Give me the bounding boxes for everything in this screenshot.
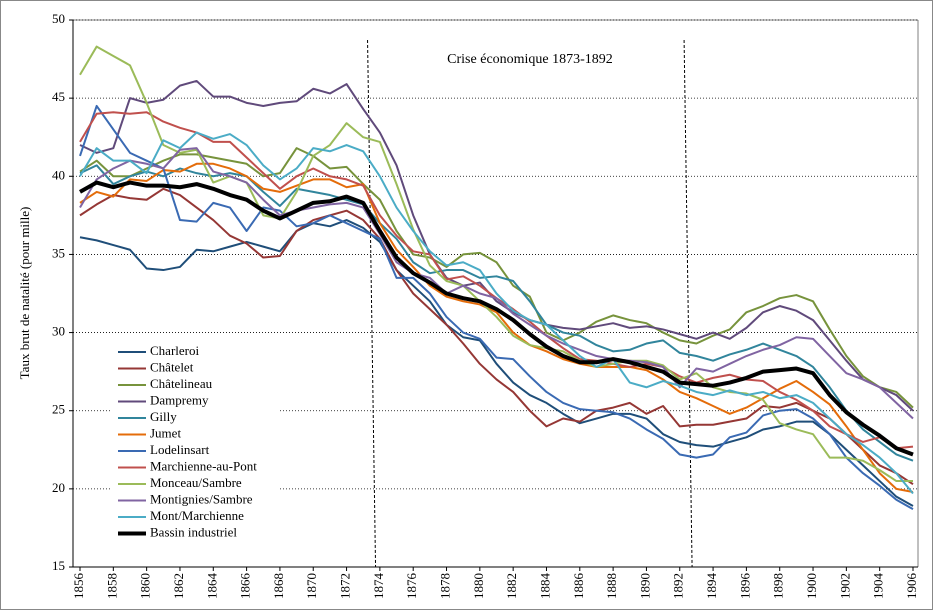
y-tick-label: 45 [52, 89, 65, 104]
x-tick-label: 1894 [704, 573, 719, 600]
series-line [79, 187, 914, 486]
series-line [79, 104, 914, 511]
series-line [79, 162, 914, 493]
x-tick-label: 1862 [171, 573, 186, 599]
x-tick-label: 1902 [837, 573, 852, 599]
legend-label: Dampremy [150, 392, 209, 407]
x-tick-label: 1866 [238, 573, 253, 600]
x-tick-label: 1858 [104, 573, 119, 599]
legend-label: Montignies/Sambre [150, 491, 253, 506]
x-tick-label: 1906 [904, 573, 919, 600]
x-tick-label: 1878 [438, 573, 453, 599]
x-tick-label: 1860 [138, 573, 153, 599]
series-line [79, 147, 914, 420]
legend-box [110, 342, 280, 544]
annotation: Crise économique 1873-1892 [447, 52, 613, 67]
y-tick-label: 35 [52, 245, 65, 260]
legend-label: Châtelet [150, 359, 194, 374]
series-line [79, 79, 914, 412]
legend-label: Marchienne-au-Pont [150, 458, 257, 473]
x-tick-label: 1872 [338, 573, 353, 599]
x-tick-label: 1886 [571, 573, 586, 600]
legend-label: Châtelineau [150, 376, 213, 391]
x-tick-label: 1876 [404, 573, 419, 600]
y-axis-label: Taux brut de natalité (pour mille) [17, 207, 32, 380]
series-line [79, 147, 914, 409]
series-line [79, 180, 914, 457]
y-tick-label: 40 [52, 167, 65, 182]
series-line [79, 164, 914, 462]
y-tick-label: 15 [52, 558, 65, 573]
x-tick-label: 1856 [71, 573, 86, 600]
x-tick-label: 1884 [537, 573, 552, 600]
legend-label: Jumet [150, 425, 181, 440]
x-tick-label: 1882 [504, 573, 519, 599]
y-tick-label: 25 [52, 402, 65, 417]
series-line [79, 219, 914, 507]
x-tick-label: 1892 [671, 573, 686, 599]
legend-label: Lodelinsart [150, 442, 210, 457]
period-line [683, 39, 693, 568]
y-tick-label: 30 [52, 324, 65, 339]
period-line [367, 39, 377, 568]
x-tick-label: 1890 [637, 573, 652, 599]
y-tick-label: 20 [52, 480, 65, 495]
legend-label: Bassin industriel [150, 524, 237, 539]
x-tick-label: 1864 [204, 573, 219, 600]
legend-label: Charleroi [150, 343, 199, 358]
x-tick-label: 1900 [804, 573, 819, 599]
y-tick-label: 50 [52, 11, 65, 26]
x-tick-label: 1898 [771, 573, 786, 599]
x-tick-label: 1870 [304, 573, 319, 599]
legend-label: Monceau/Sambre [150, 475, 242, 490]
x-tick-label: 1874 [371, 573, 386, 600]
legend-label: Gilly [150, 409, 177, 424]
x-tick-label: 1888 [604, 573, 619, 599]
x-tick-label: 1904 [871, 573, 886, 600]
x-tick-label: 1868 [271, 573, 286, 599]
x-tick-label: 1896 [737, 573, 752, 600]
series-line [79, 131, 914, 495]
series-line [79, 45, 913, 483]
x-tick-label: 1880 [471, 573, 486, 599]
legend-label: Mont/Marchienne [150, 508, 244, 523]
